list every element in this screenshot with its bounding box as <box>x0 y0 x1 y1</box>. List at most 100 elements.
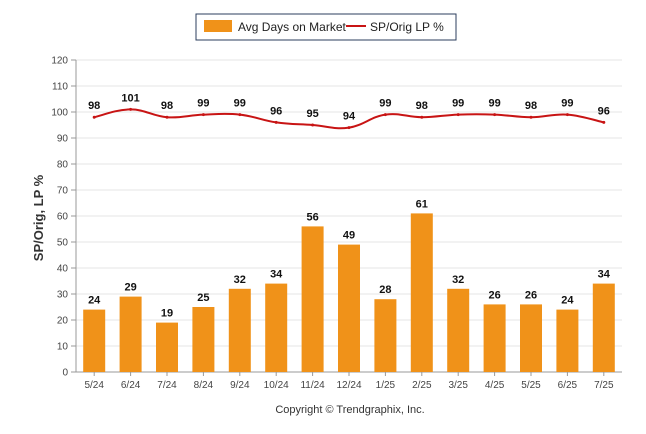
line-data-label: 96 <box>598 105 610 117</box>
bar <box>119 296 142 372</box>
y-axis: 0 10 20 30 40 50 60 70 80 90 100 110 120 <box>51 56 77 379</box>
bar-data-label: 28 <box>379 284 391 296</box>
y-tick-label: 70 <box>57 186 69 197</box>
x-tick-label: 12/24 <box>336 380 361 391</box>
x-tick-label: 2/25 <box>412 380 432 391</box>
line-point <box>565 113 569 117</box>
y-tick-label: 100 <box>51 108 68 119</box>
bar <box>410 213 433 372</box>
line-point <box>456 113 460 117</box>
line-data-label: 98 <box>88 100 100 112</box>
line-point <box>274 120 278 124</box>
bar-data-label: 24 <box>561 295 574 307</box>
x-tick-label: 5/24 <box>84 380 104 391</box>
legend-line-label: SP/Orig LP % <box>370 20 444 34</box>
line-data-label: 94 <box>343 111 356 123</box>
line-point <box>420 115 424 119</box>
x-axis: 5/24 6/24 7/24 8/24 9/24 10/24 11/24 12/24 1/25 2… <box>76 371 622 391</box>
line-data-label: 98 <box>525 100 537 112</box>
bar <box>556 309 579 372</box>
y-tick-label: 80 <box>57 160 69 171</box>
line-point <box>311 123 315 127</box>
line-point <box>165 115 169 119</box>
bar-data-label: 24 <box>88 295 101 307</box>
bar <box>265 283 288 372</box>
line-point <box>129 107 133 111</box>
bar <box>338 244 360 372</box>
copyright-footer: Copyright © Trendgraphix, Inc. <box>275 404 424 416</box>
bar <box>520 304 542 372</box>
bar <box>301 226 324 372</box>
bar <box>83 309 106 372</box>
line-data-label: 99 <box>561 98 573 110</box>
bar-data-label: 26 <box>525 289 537 301</box>
line-point <box>493 113 497 117</box>
x-tick-label: 7/24 <box>157 380 177 391</box>
y-tick-label: 30 <box>57 290 69 301</box>
x-tick-label: 6/25 <box>558 380 578 391</box>
y-tick-label: 90 <box>57 134 69 145</box>
x-tick-label: 1/25 <box>376 380 396 391</box>
y-tick-label: 50 <box>57 238 69 249</box>
x-tick-label: 4/25 <box>485 380 505 391</box>
line-data-label: 95 <box>306 108 318 120</box>
line-data-label: 98 <box>161 100 173 112</box>
line-data-label: 99 <box>488 98 500 110</box>
y-tick-label: 40 <box>57 264 69 275</box>
line-data-label: 99 <box>197 98 209 110</box>
line-point <box>383 113 387 117</box>
x-tick-label: 9/24 <box>230 380 250 391</box>
bar-data-label: 34 <box>598 269 611 281</box>
x-tick-label: 3/25 <box>448 380 468 391</box>
legend-bar-label: Avg Days on Market <box>238 20 346 34</box>
x-tick-label: 11/24 <box>300 380 325 391</box>
bar <box>192 307 215 372</box>
line-point <box>92 115 96 119</box>
x-tick-label: 5/25 <box>521 380 541 391</box>
legend-box <box>195 13 457 41</box>
y-tick-label: 60 <box>57 212 69 223</box>
legend-bar-swatch <box>204 20 232 32</box>
bar <box>374 299 397 372</box>
bar-data-label: 29 <box>124 282 136 294</box>
bar-data-label: 26 <box>488 289 500 301</box>
line-data-label: 99 <box>379 98 391 110</box>
y-tick-label: 0 <box>62 368 68 379</box>
bar <box>156 322 178 372</box>
y-axis-title: SP/Orig, LP % <box>31 174 46 261</box>
x-tick-label: 8/24 <box>194 380 214 391</box>
bar-data-label: 49 <box>343 230 355 242</box>
line-point <box>529 115 533 119</box>
line-point <box>238 113 242 117</box>
bar <box>228 288 251 372</box>
line-data-label: 101 <box>121 92 139 104</box>
bar-data-labels: 24 29 19 25 32 34 56 49 28 61 32 26 26 24 34 <box>88 198 611 319</box>
line-point <box>347 126 351 130</box>
bar-series <box>83 213 615 372</box>
bar-data-label: 32 <box>452 274 464 286</box>
line-data-label: 99 <box>234 98 246 110</box>
bar-data-label: 19 <box>161 308 173 320</box>
bar <box>447 288 470 372</box>
bar-data-label: 34 <box>270 269 283 281</box>
x-tick-label: 6/24 <box>121 380 141 391</box>
y-tick-label: 20 <box>57 316 69 327</box>
bar <box>483 304 506 372</box>
line-data-labels: 98 101 98 99 99 96 95 94 99 98 99 99 98 99 96 <box>88 92 610 122</box>
bar-data-label: 25 <box>197 292 209 304</box>
line-series <box>92 107 606 130</box>
x-tick-label: 7/25 <box>594 380 614 391</box>
bar <box>592 283 615 372</box>
x-tick-label: 10/24 <box>264 380 289 391</box>
line-point <box>201 113 205 117</box>
line-data-label: 96 <box>270 105 282 117</box>
y-tick-label: 120 <box>51 56 68 67</box>
line-data-label: 98 <box>416 100 428 112</box>
bar-data-label: 32 <box>234 274 246 286</box>
bar-data-label: 56 <box>306 211 318 223</box>
bar-data-label: 61 <box>416 198 428 210</box>
line-data-label: 99 <box>452 98 464 110</box>
legend: Avg Days on Market SP/Orig LP % <box>195 13 457 41</box>
